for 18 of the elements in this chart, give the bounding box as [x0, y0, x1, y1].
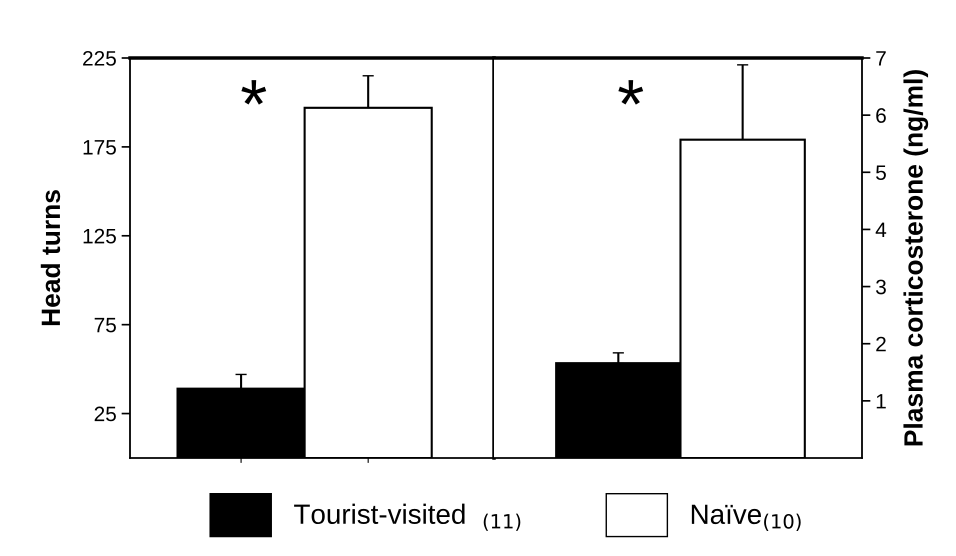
y2-tick-label: 4 — [876, 222, 886, 237]
legend-label: Naïve$_{(10)}$ — [692, 504, 801, 531]
annotation: * — [618, 80, 644, 105]
y-tick-label: 75 — [94, 318, 116, 332]
legend-label: Tourist-visited $_{(11)}$ — [294, 504, 520, 531]
y2-tick-label: 6 — [876, 108, 886, 123]
y2-tick-label: 2 — [876, 336, 886, 352]
y-tick-label: 25 — [94, 406, 116, 422]
y-tick-label: 175 — [84, 140, 116, 155]
y2-axis-title: Plasma corticosterone (ng/ml) — [903, 70, 928, 446]
y2-tick-label: 1 — [876, 394, 886, 408]
y-tick-label: 125 — [84, 228, 116, 244]
y2-tick-label: 7 — [876, 51, 886, 66]
y-axis-title: Head turns — [40, 190, 60, 326]
y2-tick-label: 3 — [876, 280, 886, 294]
y2-tick-label: 5 — [876, 166, 886, 180]
y-tick-label: 225 — [83, 51, 116, 66]
annotation: * — [241, 80, 266, 105]
